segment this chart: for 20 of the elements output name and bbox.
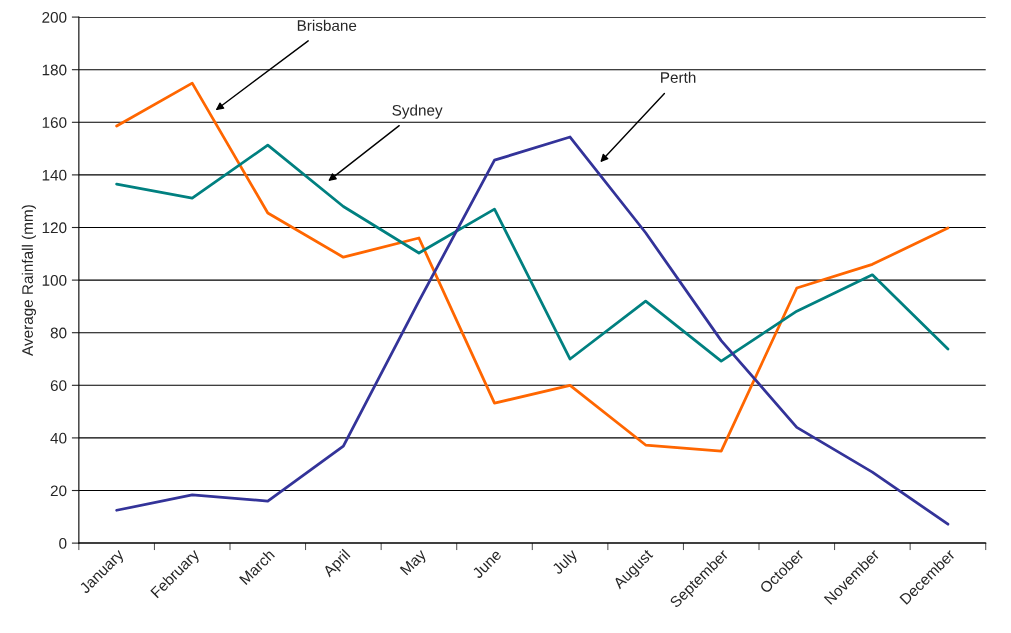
y-tick-label: 100 [42,274,67,286]
line-series [115,143,950,363]
text: Perth [661,71,696,83]
y-tick-label: 80 [50,327,67,339]
y-tick-label: 200 [42,11,67,23]
y-tick-label: 0 [59,537,67,549]
y-tick-label: 140 [42,169,67,181]
y-tick-label: 20 [50,485,67,497]
x-tick-label: July [551,547,581,578]
y-tick-label: 40 [50,432,67,444]
x-tick-label: May [399,548,429,578]
y-tick-label: 120 [42,222,67,234]
text: Sydney [392,104,443,119]
y-tick-label: 180 [42,64,67,76]
y-tick-label: 160 [42,117,67,128]
y-axis-title: Average Rainfall (mm) [21,205,37,356]
line-series [115,135,950,526]
y-tick-label: 60 [50,380,67,391]
text: Brisbane [297,19,357,31]
line-series [115,81,950,453]
